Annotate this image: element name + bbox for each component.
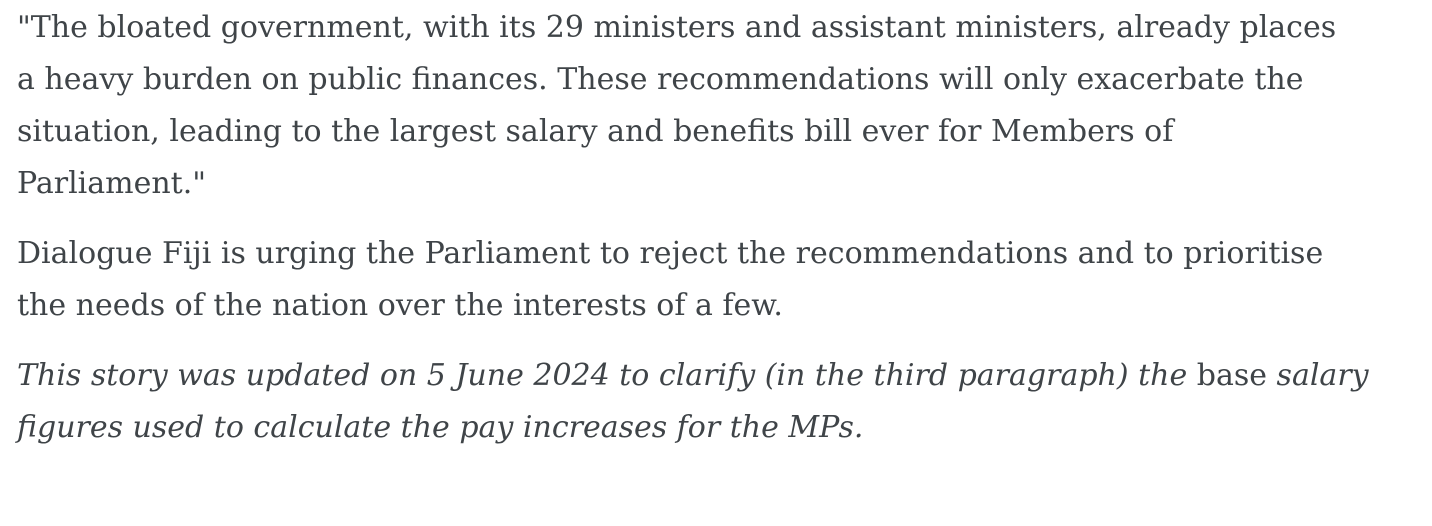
body-paragraph: Dialogue Fiji is urging the Parliament t… bbox=[17, 228, 1416, 332]
quote-line-2: a heavy burden on public finances. These… bbox=[17, 62, 1304, 97]
quote-line-3: situation, leading to the largest salary… bbox=[17, 114, 1174, 149]
quote-line-4: Parliament." bbox=[17, 166, 207, 201]
editor-note: This story was updated on 5 June 2024 to… bbox=[17, 350, 1416, 454]
editor-note-line-1: This story was updated on 5 June 2024 to… bbox=[17, 350, 1416, 402]
body-line-1: Dialogue Fiji is urging the Parliament t… bbox=[17, 236, 1324, 271]
quote-line-1: "The bloated government, with its 29 min… bbox=[17, 10, 1337, 45]
editor-note-segment-upright: base bbox=[1196, 358, 1268, 393]
body-line-2: the needs of the nation over the interes… bbox=[17, 288, 783, 323]
editor-note-segment-italic-b: salary bbox=[1267, 358, 1369, 393]
editor-note-segment-italic-a: This story was updated on 5 June 2024 to… bbox=[17, 358, 1197, 393]
article-body: "The bloated government, with its 29 min… bbox=[17, 2, 1416, 454]
editor-note-line-2: figures used to calculate the pay increa… bbox=[17, 410, 864, 445]
quote-paragraph: "The bloated government, with its 29 min… bbox=[17, 2, 1416, 210]
